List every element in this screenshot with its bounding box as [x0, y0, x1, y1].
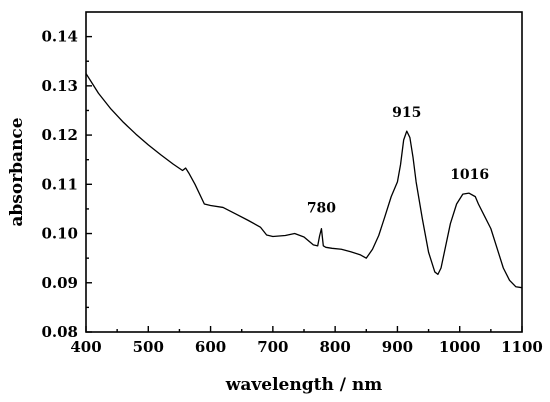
y-tick-label: 0.09 — [41, 274, 78, 292]
y-tick-label: 0.11 — [41, 175, 78, 193]
x-tick-label: 700 — [257, 338, 288, 356]
x-tick-label: 400 — [70, 338, 101, 356]
x-tick-label: 800 — [319, 338, 350, 356]
y-tick-label: 0.12 — [41, 126, 78, 144]
x-tick-label: 600 — [195, 338, 226, 356]
y-axis-title: absorbance — [7, 117, 27, 226]
x-tick-label: 1100 — [501, 338, 543, 356]
x-tick-label: 1000 — [439, 338, 481, 356]
peak-label-915: 915 — [392, 105, 421, 121]
y-tick-label: 0.14 — [41, 28, 78, 46]
peak-label-1016: 1016 — [450, 167, 489, 183]
tick-labels: 400 500 600 700 800 900 1000 1100 0.08 0.09 0.10 0.… — [41, 28, 542, 356]
peak-annotations: 780 915 1016 — [307, 105, 489, 216]
plot-frame — [85, 11, 523, 333]
y-tick-label: 0.10 — [41, 225, 78, 243]
x-tick-label: 500 — [133, 338, 164, 356]
axis-ticks — [85, 35, 523, 333]
absorbance-series-line — [85, 73, 523, 289]
x-axis-title: wavelength / nm — [225, 375, 382, 395]
y-tick-label: 0.08 — [41, 323, 78, 341]
x-tick-label: 900 — [382, 338, 413, 356]
y-tick-label: 0.13 — [41, 77, 78, 95]
peak-label-780: 780 — [307, 201, 336, 217]
